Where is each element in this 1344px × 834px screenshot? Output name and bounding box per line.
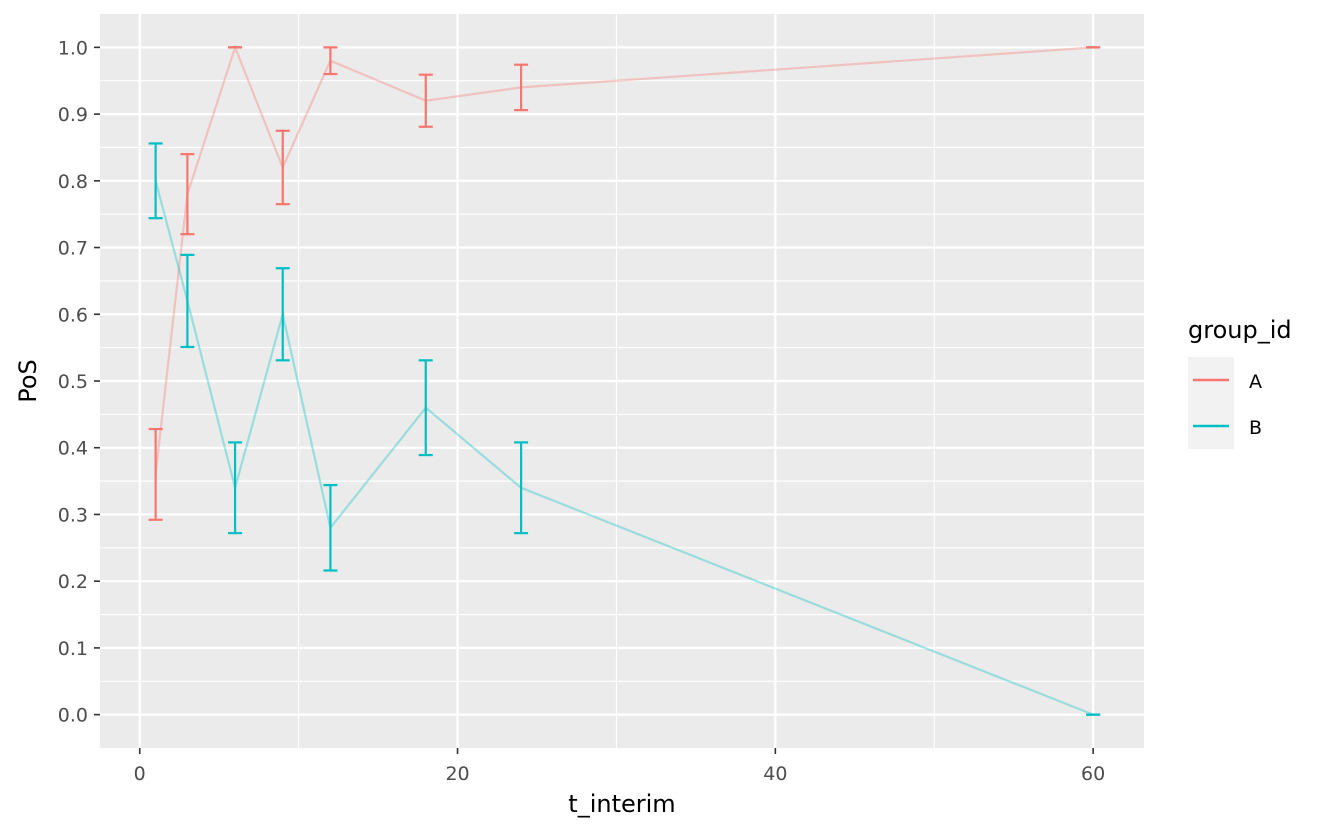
errorbar-a: [418, 73, 433, 128]
series-line-b: [154, 180, 1094, 716]
x-axis: 0 20 40 60: [134, 748, 1105, 785]
legend: group_id A B: [1188, 316, 1292, 449]
y-tick-label: 0.7: [58, 238, 88, 260]
legend-label-b: B: [1249, 417, 1262, 439]
errorbar-b: [148, 142, 163, 220]
errorbar-a: [323, 46, 338, 76]
errorbar-a: [275, 129, 290, 206]
errorbar-a: [148, 427, 163, 521]
x-tick-label: 0: [134, 763, 146, 785]
y-tick-label: 0.6: [58, 304, 88, 326]
legend-label-a: A: [1249, 371, 1262, 393]
y-tick-label: 1.0: [58, 37, 88, 59]
errorbar-b: [323, 483, 338, 572]
x-tick-label: 40: [763, 763, 787, 785]
legend-title: group_id: [1188, 316, 1292, 344]
legend-key-background: [1188, 357, 1234, 449]
y-axis-title: PoS: [14, 359, 42, 403]
series-line-a: [154, 44, 1094, 475]
y-tick-label: 0.5: [58, 371, 88, 393]
y-tick-label: 0.1: [58, 638, 88, 660]
x-tick-label: 60: [1081, 763, 1105, 785]
errorbar-b: [228, 441, 243, 535]
errorbar-b: [275, 267, 290, 362]
errorbar-b: [514, 441, 529, 535]
series-layer: [148, 44, 1101, 716]
y-tick-label: 0.0: [58, 705, 88, 727]
y-tick-label: 0.8: [58, 171, 88, 193]
x-axis-title: t_interim: [568, 790, 675, 818]
errorbar-a: [514, 63, 529, 112]
errorbar-b: [180, 253, 195, 349]
x-tick-label: 20: [445, 763, 469, 785]
y-tick-label: 0.2: [58, 571, 88, 593]
y-tick-label: 0.9: [58, 104, 88, 126]
errorbar-b: [418, 359, 433, 457]
y-axis: 0.0 0.1 0.2 0.3 0.4 0.5 0.6 0.7 0.8 0.9 1.0: [58, 37, 100, 727]
errorbar-a: [180, 153, 195, 236]
y-tick-label: 0.4: [58, 438, 88, 460]
major-gridlines: [100, 14, 1144, 748]
y-tick-label: 0.3: [58, 504, 88, 526]
